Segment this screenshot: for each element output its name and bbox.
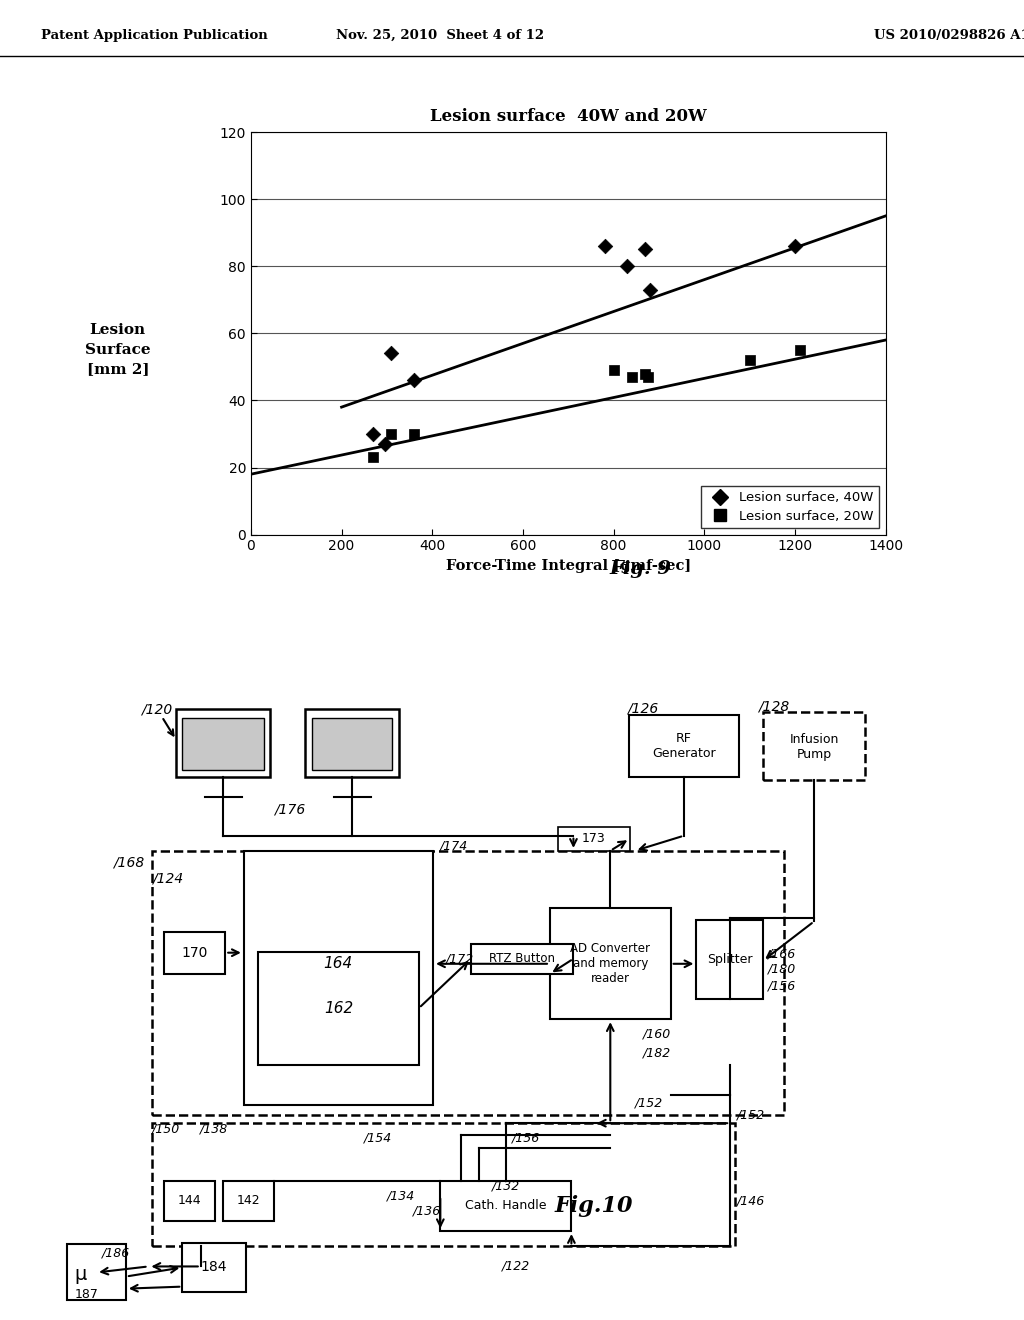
- Text: Splitter: Splitter: [707, 953, 753, 966]
- Point: [792, 339, 808, 360]
- Text: US 2010/0298826 A1: US 2010/0298826 A1: [874, 29, 1024, 42]
- Point: [406, 370, 422, 391]
- Bar: [182, 1243, 246, 1292]
- Text: 173: 173: [582, 832, 606, 845]
- Text: /124: /124: [152, 871, 183, 884]
- Text: /152: /152: [737, 1109, 766, 1122]
- Bar: [558, 826, 630, 851]
- Text: RTZ Button: RTZ Button: [489, 952, 555, 965]
- Text: /132: /132: [492, 1179, 520, 1192]
- Text: /122: /122: [502, 1261, 530, 1272]
- Legend: Lesion surface, 40W, Lesion surface, 20W: Lesion surface, 40W, Lesion surface, 20W: [701, 486, 880, 528]
- Text: 162: 162: [324, 1001, 353, 1015]
- Bar: [176, 709, 270, 777]
- Text: μ: μ: [75, 1265, 87, 1284]
- Text: Fig. 9: Fig. 9: [609, 560, 672, 578]
- Text: Lesion
Surface
[mm 2]: Lesion Surface [mm 2]: [85, 323, 151, 376]
- Text: 170: 170: [181, 945, 208, 960]
- Text: 144: 144: [177, 1195, 202, 1208]
- Point: [383, 424, 399, 445]
- Point: [786, 235, 803, 256]
- Bar: [258, 952, 419, 1065]
- Point: [377, 433, 393, 454]
- Bar: [223, 1180, 274, 1221]
- Text: /186: /186: [102, 1247, 131, 1259]
- Text: /166: /166: [768, 948, 797, 960]
- Text: Fig.10: Fig.10: [555, 1195, 633, 1217]
- Text: /134: /134: [387, 1189, 416, 1203]
- Point: [620, 256, 636, 277]
- Point: [642, 279, 658, 300]
- Text: /128: /128: [758, 700, 790, 714]
- Point: [383, 343, 399, 364]
- Text: /138: /138: [200, 1123, 228, 1135]
- Text: /154: /154: [364, 1131, 392, 1144]
- Point: [637, 363, 653, 384]
- Bar: [312, 718, 392, 770]
- Bar: [305, 709, 399, 777]
- Bar: [164, 932, 225, 974]
- Bar: [471, 944, 573, 974]
- Text: 142: 142: [237, 1195, 261, 1208]
- Point: [624, 367, 640, 388]
- Title: Lesion surface  40W and 20W: Lesion surface 40W and 20W: [430, 108, 707, 125]
- Text: Patent Application Publication: Patent Application Publication: [41, 29, 267, 42]
- Bar: [763, 711, 865, 780]
- Text: /150: /150: [152, 1123, 180, 1135]
- Text: /136: /136: [413, 1204, 441, 1217]
- Text: /120: /120: [141, 702, 173, 717]
- Bar: [696, 920, 763, 999]
- Text: Nov. 25, 2010  Sheet 4 of 12: Nov. 25, 2010 Sheet 4 of 12: [336, 29, 545, 42]
- Point: [406, 424, 422, 445]
- Point: [366, 424, 382, 445]
- Text: /156: /156: [768, 979, 797, 993]
- Text: Infusion
Pump: Infusion Pump: [790, 733, 839, 760]
- Bar: [152, 851, 784, 1115]
- Bar: [629, 714, 739, 777]
- Bar: [440, 1180, 571, 1232]
- Text: /156: /156: [512, 1131, 541, 1144]
- Text: AD Converter
and memory
reader: AD Converter and memory reader: [570, 942, 650, 985]
- Point: [605, 359, 622, 380]
- Point: [639, 367, 656, 388]
- Bar: [182, 718, 264, 770]
- Text: /160: /160: [643, 1028, 672, 1041]
- Bar: [550, 908, 671, 1019]
- Text: /176: /176: [274, 803, 306, 817]
- Text: /146: /146: [737, 1195, 766, 1208]
- Text: 187: 187: [75, 1288, 99, 1302]
- Bar: [164, 1180, 215, 1221]
- Text: /168: /168: [113, 855, 144, 870]
- Text: /180: /180: [768, 962, 797, 975]
- Bar: [244, 851, 433, 1105]
- Point: [637, 239, 653, 260]
- Text: /126: /126: [627, 701, 658, 715]
- Bar: [67, 1245, 126, 1300]
- Bar: [152, 1123, 735, 1246]
- Text: Cath. Handle: Cath. Handle: [465, 1200, 547, 1212]
- Text: /152: /152: [635, 1097, 664, 1110]
- Text: /182: /182: [643, 1045, 672, 1059]
- Point: [596, 235, 612, 256]
- Text: 164: 164: [324, 956, 352, 972]
- Text: /174: /174: [440, 840, 469, 853]
- X-axis label: Force-Time Integral [gmf-sec]: Force-Time Integral [gmf-sec]: [445, 558, 691, 573]
- Text: RF
Generator: RF Generator: [652, 731, 716, 760]
- Text: /172: /172: [445, 952, 474, 965]
- Point: [741, 350, 758, 371]
- Point: [366, 447, 382, 469]
- Text: 184: 184: [201, 1261, 227, 1274]
